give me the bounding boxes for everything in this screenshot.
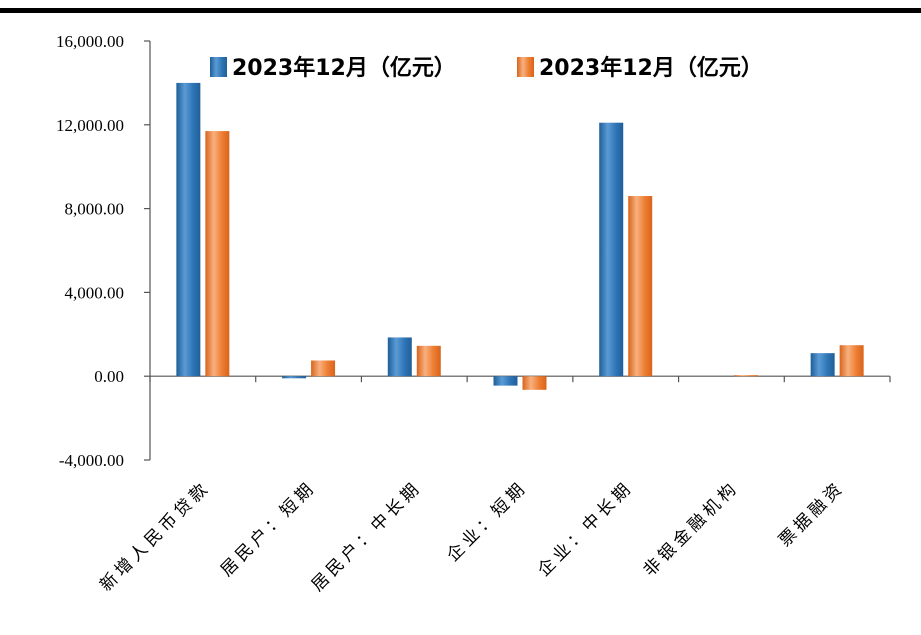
bar-blue-0 bbox=[176, 82, 201, 377]
bar-blue-4 bbox=[599, 122, 624, 377]
x-tick-label-6: 票据融资 bbox=[775, 477, 849, 551]
legend-swatch-1 bbox=[517, 57, 534, 77]
bar-orange-0 bbox=[205, 131, 230, 377]
y-tick-label: -4,000.00 bbox=[59, 451, 124, 470]
axes: -4,000.00 0.00 4,000.00 8,000.00 12,000.00 16… bbox=[56, 32, 891, 470]
y-tick-label: 0.00 bbox=[94, 367, 124, 386]
bar-orange-2 bbox=[416, 345, 441, 377]
legend-label-1: 2023年12月（亿元） bbox=[539, 55, 763, 81]
bar-orange-4 bbox=[628, 196, 653, 377]
bar-blue-6 bbox=[810, 353, 835, 377]
bar-blue-2 bbox=[387, 337, 412, 377]
legend: 2023年12月（亿元） 2023年12月（亿元） bbox=[210, 55, 763, 81]
bar-blue-1 bbox=[282, 376, 307, 379]
x-tick-label-2: 居民户：中长期 bbox=[308, 477, 426, 595]
y-tick-label: 12,000.00 bbox=[56, 116, 124, 135]
bar-orange-6 bbox=[839, 345, 864, 377]
x-tick-label-1: 居民户：短期 bbox=[217, 477, 320, 580]
x-tick-label-0: 新增人民币贷款 bbox=[96, 477, 214, 595]
bar-blue-3 bbox=[493, 376, 518, 386]
x-tick-label-4: 企业：中长期 bbox=[534, 477, 637, 580]
top-rule bbox=[0, 8, 921, 13]
y-tick-label: 8,000.00 bbox=[65, 200, 125, 219]
x-tick-label-3: 企业：短期 bbox=[443, 477, 531, 565]
y-tick-label: 16,000.00 bbox=[56, 32, 124, 51]
bar-orange-5 bbox=[733, 375, 758, 377]
y-tick-label: 4,000.00 bbox=[65, 283, 125, 302]
legend-swatch-0 bbox=[210, 57, 227, 77]
x-tick-label-5: 非银金融机构 bbox=[640, 477, 743, 580]
bar-orange-1 bbox=[311, 360, 336, 377]
bars bbox=[176, 82, 864, 390]
legend-label-0: 2023年12月（亿元） bbox=[232, 55, 456, 81]
bar-orange-3 bbox=[522, 376, 547, 390]
